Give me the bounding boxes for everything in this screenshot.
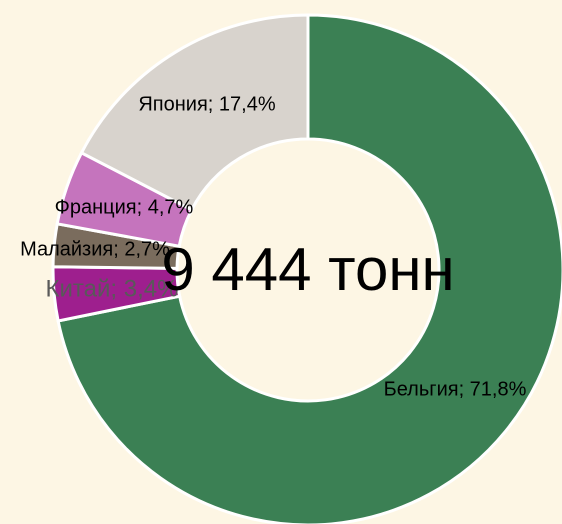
data-label: Франция; 4,7% xyxy=(55,196,194,218)
labels: Бельгия; 71,8% Китай; 3,4% Малайзия; 2,7% Ф… xyxy=(20,93,527,400)
wedges: БельгияКитайМалайзияФранцияЯпония xyxy=(51,13,562,524)
data-label: Япония; 17,4% xyxy=(138,93,275,115)
wedge: Бельгия xyxy=(56,13,562,524)
wedge: Япония xyxy=(79,13,310,212)
data-label: Малайзия; 2,7% xyxy=(20,238,170,260)
data-label: Бельгия; 71,8% xyxy=(384,378,527,400)
data-label: Китай; 3,4% xyxy=(46,275,179,302)
center-label: 9 444 тонн xyxy=(161,236,454,303)
